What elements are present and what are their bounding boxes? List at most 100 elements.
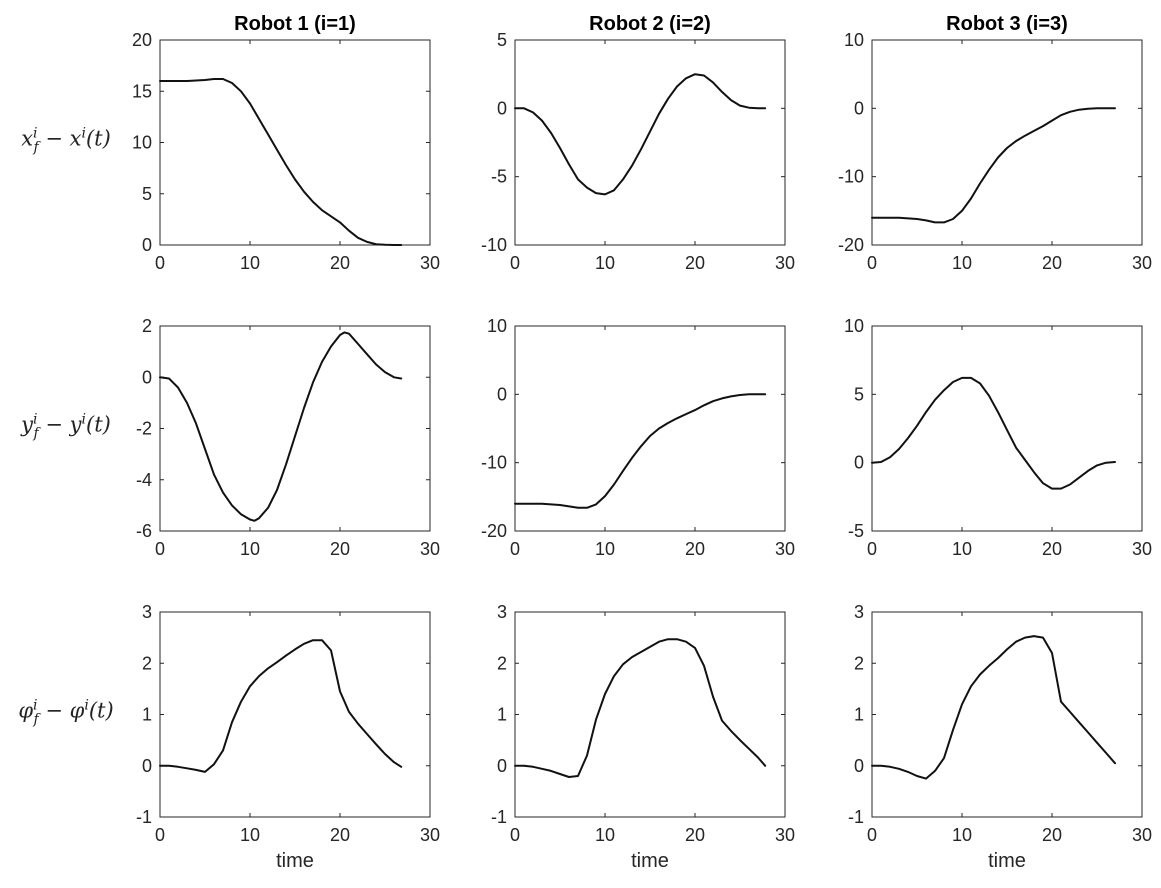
y-tick-label: 2 <box>142 316 152 336</box>
subplot-r2-c2: 0 10 20 30 -20 -10 0 10 <box>481 316 795 559</box>
x-tick-label: 20 <box>1042 825 1062 845</box>
x-axis-label: time <box>276 850 314 872</box>
x-tick-label: 0 <box>155 825 165 845</box>
y-tick-label: 3 <box>854 602 864 622</box>
y-tick-label: 1 <box>142 705 152 725</box>
y-tick-label: -1 <box>848 807 864 827</box>
y-axis-label: xi f − xi(t) <box>21 126 111 156</box>
y-tick-label: 0 <box>497 384 507 404</box>
x-tick-label: 10 <box>595 825 615 845</box>
y-axis-label: yi f − yi(t) <box>20 412 111 442</box>
x-tick-label: 30 <box>1132 539 1152 559</box>
y-tick-label: 10 <box>487 316 507 336</box>
y-tick-label: 10 <box>844 316 864 336</box>
x-tick-label: 10 <box>595 539 615 559</box>
y-tick-label: 5 <box>854 384 864 404</box>
x-tick-label: 30 <box>420 825 440 845</box>
y-tick-label: 0 <box>142 367 152 387</box>
x-tick-label: 20 <box>1042 539 1062 559</box>
subplot-title: Robot 1 (i=1) <box>234 13 356 35</box>
x-tick-label: 10 <box>240 253 260 273</box>
y-tick-label: -10 <box>481 453 507 473</box>
y-tick-label: -5 <box>491 167 507 187</box>
y-tick-label: 0 <box>142 756 152 776</box>
y-tick-label: -2 <box>136 419 152 439</box>
axes-box <box>159 325 431 532</box>
x-tick-label: 0 <box>867 253 877 273</box>
x-tick-label: 10 <box>595 253 615 273</box>
y-tick-label: 5 <box>142 184 152 204</box>
y-axis-label: φi f − φi(t) <box>18 698 113 728</box>
y-tick-label: 0 <box>142 235 152 255</box>
subplot-title: Robot 2 (i=2) <box>589 13 711 35</box>
y-tick-label: -1 <box>491 807 507 827</box>
series-line <box>871 635 1116 780</box>
y-tick-label: -20 <box>838 235 864 255</box>
axes-box <box>159 611 431 818</box>
series-line <box>514 393 767 509</box>
axes-box <box>871 611 1143 818</box>
x-tick-label: 0 <box>510 825 520 845</box>
x-tick-label: 0 <box>155 253 165 273</box>
y-tick-label: 0 <box>854 453 864 473</box>
x-tick-label: 30 <box>775 825 795 845</box>
series-line <box>514 73 767 196</box>
y-tick-label: 0 <box>497 756 507 776</box>
y-tick-label: 0 <box>854 756 864 776</box>
x-axis-label: time <box>631 850 669 872</box>
x-tick-label: 10 <box>240 825 260 845</box>
series-line <box>159 331 403 522</box>
series-line <box>871 376 1116 490</box>
x-tick-label: 0 <box>155 539 165 559</box>
y-tick-label: 2 <box>497 653 507 673</box>
y-tick-label: 5 <box>497 30 507 50</box>
y-tick-label: 10 <box>844 30 864 50</box>
x-tick-label: 30 <box>1132 825 1152 845</box>
series-line <box>159 78 403 246</box>
series-line <box>159 639 403 773</box>
y-tick-label: -10 <box>481 235 507 255</box>
y-tick-label: 3 <box>142 602 152 622</box>
subplot-r1-c2: 0 10 20 30 -10 -5 0 5 Robot 2 (i=2) <box>481 13 795 273</box>
y-tick-label: 0 <box>854 98 864 118</box>
axes-box <box>514 325 786 532</box>
axes-box <box>159 39 431 246</box>
subplot-r1-c3: 0 10 20 30 -20 -10 0 10 Robot 3 (i=3) <box>838 13 1152 273</box>
y-tick-label: -1 <box>136 807 152 827</box>
y-tick-label: 10 <box>132 133 152 153</box>
axes-box <box>514 611 786 818</box>
x-tick-label: 20 <box>330 539 350 559</box>
y-tick-label: -4 <box>136 470 152 490</box>
y-tick-label: 1 <box>497 705 507 725</box>
x-tick-label: 20 <box>1042 253 1062 273</box>
subplot-r1-c1: 0 10 20 30 0 5 10 15 20 Robot 1 (i=1) xi f − xi(t) <box>21 13 440 273</box>
y-tick-label: -20 <box>481 521 507 541</box>
y-tick-label: -6 <box>136 521 152 541</box>
x-tick-label: 10 <box>240 539 260 559</box>
y-tick-label: 1 <box>854 705 864 725</box>
x-tick-label: 20 <box>685 825 705 845</box>
y-tick-label: -5 <box>848 521 864 541</box>
y-tick-label: 3 <box>497 602 507 622</box>
subplot-r2-c1: 0 10 20 30 -6 -4 -2 0 2 yi f − yi(t) <box>20 316 440 559</box>
x-tick-label: 30 <box>775 539 795 559</box>
x-tick-label: 0 <box>510 253 520 273</box>
x-tick-label: 0 <box>867 539 877 559</box>
x-tick-label: 30 <box>1132 253 1152 273</box>
axes-box <box>514 39 786 246</box>
axes-box <box>871 325 1143 532</box>
x-tick-label: 10 <box>952 253 972 273</box>
x-tick-label: 30 <box>420 539 440 559</box>
y-tick-label: 15 <box>132 81 152 101</box>
x-tick-label: 20 <box>330 825 350 845</box>
x-tick-label: 30 <box>420 253 440 273</box>
subplot-title: Robot 3 (i=3) <box>946 13 1068 35</box>
y-tick-label: 0 <box>497 98 507 118</box>
x-tick-label: 20 <box>685 253 705 273</box>
y-tick-label: 2 <box>142 653 152 673</box>
